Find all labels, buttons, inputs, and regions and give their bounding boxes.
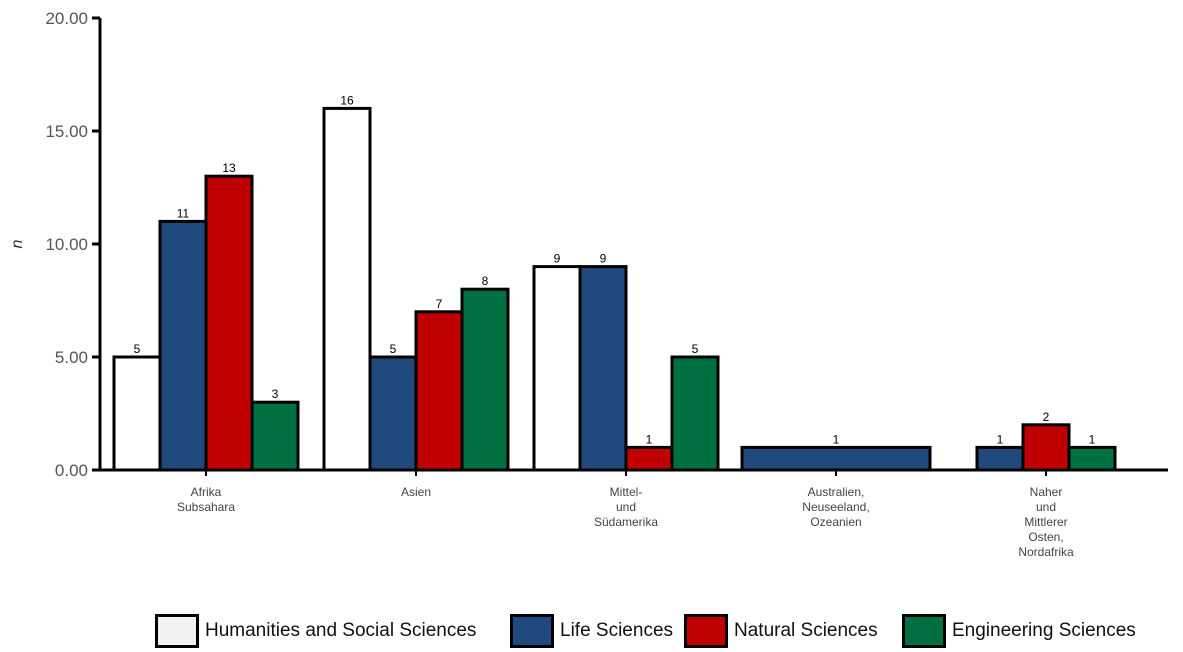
data-label: 9 bbox=[554, 252, 561, 266]
x-tick-label: Subsahara bbox=[177, 500, 235, 514]
y-tick-label: 15.00 bbox=[45, 122, 88, 141]
data-label: 8 bbox=[482, 274, 489, 288]
bar bbox=[624, 445, 674, 472]
legend-item-life-sciences: Life Sciences bbox=[510, 612, 673, 650]
legend-swatch-humanities bbox=[155, 614, 199, 648]
x-tick-label: Südamerika bbox=[594, 515, 658, 529]
legend-item-engineering-sciences: Engineering Sciences bbox=[902, 612, 1136, 650]
legend-label-natural-sciences: Natural Sciences bbox=[734, 620, 878, 641]
x-tick-label: Osten, bbox=[1028, 530, 1063, 544]
data-label: 1 bbox=[997, 432, 1004, 446]
y-axis: 0.00 5.00 10.00 15.00 20.00 bbox=[45, 9, 102, 480]
bar bbox=[670, 355, 720, 472]
x-tick-label: Australien, bbox=[808, 485, 865, 499]
data-label: 1 bbox=[1089, 432, 1096, 446]
y-tick-label: 0.00 bbox=[55, 461, 88, 480]
data-label: 7 bbox=[436, 297, 443, 311]
data-label: 16 bbox=[340, 93, 354, 107]
bar bbox=[1021, 423, 1071, 472]
x-tick-label: Nordafrika bbox=[1018, 545, 1074, 559]
x-tick-label: Naher bbox=[1030, 485, 1063, 499]
bar bbox=[578, 265, 628, 472]
x-tick-label: und bbox=[1036, 500, 1056, 514]
x-tick-label: Mittlerer bbox=[1024, 515, 1067, 529]
legend-label-humanities: Humanities and Social Sciences bbox=[205, 620, 477, 641]
bar bbox=[740, 445, 932, 472]
legend-item-natural-sciences: Natural Sciences bbox=[684, 612, 878, 650]
data-label: 2 bbox=[1043, 410, 1050, 424]
legend-swatch-engineering-sciences bbox=[902, 614, 946, 648]
data-label: 11 bbox=[177, 206, 190, 220]
bar bbox=[112, 355, 162, 472]
bar bbox=[532, 265, 582, 472]
data-label: 5 bbox=[692, 342, 699, 356]
x-tick-label: Ozeanien bbox=[810, 515, 861, 529]
bar bbox=[368, 355, 418, 472]
x-tick-label: Mittel- bbox=[610, 485, 643, 499]
y-tick-label: 20.00 bbox=[45, 9, 88, 28]
x-tick-label: Afrika bbox=[191, 485, 222, 499]
legend-swatch-life-sciences bbox=[510, 614, 554, 648]
bar bbox=[322, 106, 372, 472]
bar bbox=[250, 400, 300, 472]
data-label: 1 bbox=[646, 432, 653, 446]
x-tick-label: und bbox=[616, 500, 636, 514]
bar bbox=[414, 310, 464, 472]
legend: Humanities and Social Sciences Life Scie… bbox=[0, 612, 1183, 652]
data-label: 13 bbox=[222, 161, 236, 175]
bar bbox=[204, 174, 254, 472]
data-label: 1 bbox=[833, 432, 840, 446]
y-tick-label: 5.00 bbox=[55, 348, 88, 367]
data-label: 5 bbox=[390, 342, 397, 356]
bar bbox=[460, 287, 510, 472]
bar bbox=[975, 445, 1025, 472]
bar bbox=[1067, 445, 1117, 472]
data-label: 3 bbox=[272, 387, 279, 401]
legend-swatch-natural-sciences bbox=[684, 614, 728, 648]
bar bbox=[158, 219, 208, 472]
data-label: 5 bbox=[134, 342, 141, 356]
x-tick-label: Neuseeland, bbox=[802, 500, 869, 514]
legend-item-humanities: Humanities and Social Sciences bbox=[155, 612, 476, 650]
x-tick-label: Asien bbox=[401, 485, 431, 499]
legend-label-life-sciences: Life Sciences bbox=[560, 620, 674, 641]
data-label: 9 bbox=[600, 252, 607, 266]
y-tick-label: 10.00 bbox=[45, 235, 88, 254]
legend-label-engineering-sciences: Engineering Sciences bbox=[952, 620, 1136, 641]
y-axis-label: n bbox=[9, 239, 26, 248]
